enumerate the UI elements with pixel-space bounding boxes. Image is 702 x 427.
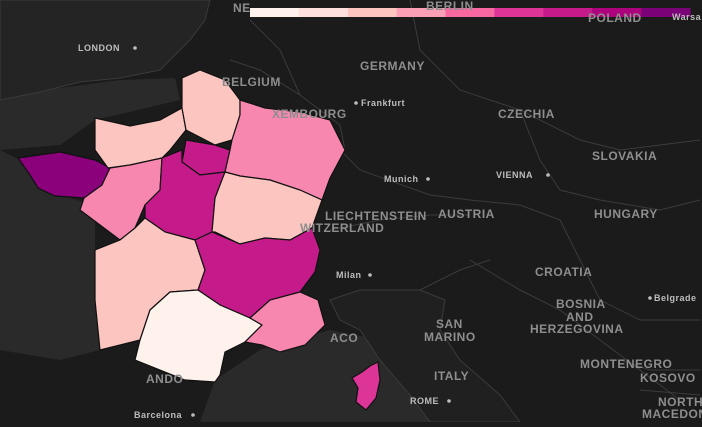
city-rome-dot: [447, 399, 451, 403]
label-switzerland: WITZERLAND: [300, 221, 384, 235]
city-rome: ROME: [410, 396, 439, 406]
city-vienna-dot: [546, 173, 550, 177]
label-belgium: BELGIUM: [222, 75, 281, 89]
legend-step-8: [592, 8, 642, 17]
label-bosnia-and: AND: [566, 310, 594, 324]
france-regions[interactable]: [16, 69, 381, 411]
region-corsica[interactable]: [351, 361, 381, 411]
label-austria: AUSTRIA: [438, 207, 495, 221]
city-frankfurt: Frankfurt: [361, 98, 405, 108]
city-munich-dot: [426, 177, 430, 181]
label-germany: GERMANY: [360, 59, 425, 73]
label-san-marino-2: MARINO: [424, 330, 476, 344]
label-slovakia: SLOVAKIA: [592, 149, 657, 163]
country-borders: [229, 0, 701, 401]
label-luxembourg: XEMBOURG: [272, 107, 347, 121]
great-britain-landmass: [0, 0, 211, 101]
region-provence-alpes-cote-dazur[interactable]: [243, 291, 326, 353]
color-legend: [250, 8, 691, 17]
legend-step-7: [543, 8, 593, 17]
city-london: LONDON: [78, 43, 120, 53]
label-andorra: ANDO: [146, 372, 183, 386]
italy-landmass: [329, 289, 521, 423]
legend-step-5: [445, 8, 495, 17]
legend-step-1: [250, 8, 300, 17]
city-frankfurt-dot: [354, 101, 358, 105]
label-herzegovina: HERZEGOVINA: [530, 322, 624, 336]
label-poland: POLAND: [588, 11, 642, 25]
legend-step-6: [494, 8, 544, 17]
city-milan: Milan: [336, 270, 362, 280]
city-munich: Munich: [384, 174, 419, 184]
city-warsaw: Warsa: [672, 12, 702, 22]
english-channel-sea: [0, 78, 180, 150]
label-macedonia: MACEDON: [642, 407, 702, 421]
label-croatia: CROATIA: [535, 265, 592, 279]
legend-step-3: [347, 8, 398, 17]
label-liechtenstein: LIECHTENSTEIN: [325, 209, 427, 223]
city-labels: LONDON Frankfurt Munich VIENNA Milan ROM…: [78, 12, 702, 420]
label-north: NORTH: [658, 395, 702, 409]
city-belgrade-dot: [648, 296, 652, 300]
label-bosnia: BOSNIA: [556, 297, 606, 311]
city-barcelona-dot: [191, 413, 195, 417]
city-london-dot: [133, 46, 137, 50]
label-hungary: HUNGARY: [594, 207, 658, 221]
label-kosovo: KOSOVO: [640, 371, 696, 385]
legend-step-9: [641, 8, 691, 17]
city-belgrade: Belgrade: [654, 293, 697, 303]
label-monaco: ACO: [330, 331, 358, 345]
city-vienna: VIENNA: [496, 170, 533, 180]
legend-step-2: [298, 8, 349, 17]
label-czechia: CZECHIA: [498, 107, 555, 121]
city-milan-dot: [368, 273, 372, 277]
atlantic-sea: [0, 150, 100, 360]
legend-step-4: [396, 8, 447, 17]
region-occitanie[interactable]: [134, 289, 263, 383]
country-labels: GERMANY BELGIUM XEMBOURG CZECHIA SLOVAKI…: [146, 0, 702, 421]
label-san-marino: SAN: [436, 317, 463, 331]
region-normandy[interactable]: [94, 107, 187, 169]
label-montenegro: MONTENEGRO: [580, 357, 672, 371]
label-berlin: BERLIN: [426, 0, 474, 13]
label-italy: ITALY: [434, 369, 469, 383]
label-netherlands: NE: [233, 1, 251, 15]
city-barcelona: Barcelona: [134, 410, 183, 420]
